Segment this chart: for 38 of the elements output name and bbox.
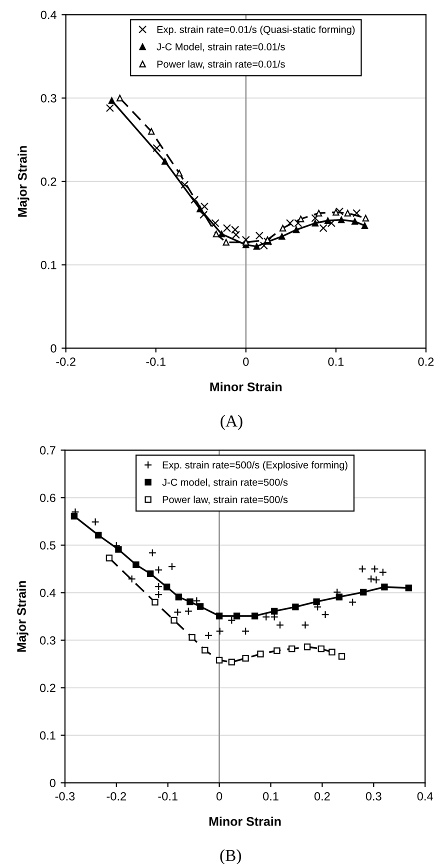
x-tick-label: 0.4 bbox=[417, 792, 433, 800]
y-tick-label: 0 bbox=[50, 344, 56, 353]
y-tick-label: 0.3 bbox=[40, 94, 56, 102]
x-tick-label: -0.1 bbox=[158, 792, 178, 800]
y-tick-label: 0.1 bbox=[40, 731, 56, 740]
y-tick-label: 0.4 bbox=[40, 588, 56, 598]
x-tick-label: 0.1 bbox=[263, 792, 278, 800]
x-tick-label: -0.1 bbox=[146, 358, 166, 366]
y-tick-label: 0.5 bbox=[40, 541, 56, 550]
y-tick-label: 0.3 bbox=[40, 636, 56, 645]
x-tick-label: 0.1 bbox=[328, 358, 344, 366]
y-tick-label: 0 bbox=[50, 778, 56, 788]
x-tick-label: 0.3 bbox=[366, 792, 382, 800]
x-axis-title: Minor Strain bbox=[209, 816, 281, 826]
legend-label: J-C Model, strain rate=0.01/s bbox=[156, 43, 285, 52]
x-tick-label: -0.2 bbox=[106, 792, 126, 800]
x-axis-title: Minor Strain bbox=[210, 382, 282, 392]
x-tick-label: 0.2 bbox=[314, 792, 330, 800]
y-tick-label: 0.1 bbox=[40, 260, 56, 270]
legend-label: Power law, strain rate=0.01/s bbox=[157, 60, 285, 69]
x-tick-label: 0.2 bbox=[418, 358, 434, 366]
text: (A) bbox=[220, 414, 242, 430]
x-tick-label: 0 bbox=[216, 792, 222, 800]
x-tick-label: -0.2 bbox=[56, 358, 76, 366]
y-axis-title: Major Strain bbox=[18, 146, 30, 217]
y-axis-title: Major Strain bbox=[16, 581, 28, 652]
legend-label: Exp. strain rate=0.01/s (Quasi-static forming) bbox=[157, 26, 355, 36]
x-tick-label: 0 bbox=[243, 358, 249, 366]
y-tick-label: 0.2 bbox=[40, 684, 56, 692]
y-tick-label: 0.2 bbox=[40, 177, 56, 186]
x-tick-label: -0.3 bbox=[55, 792, 75, 800]
legend-label: Power law, strain rate=500/s bbox=[162, 496, 288, 504]
text: (B) bbox=[220, 849, 242, 864]
y-tick-label: 0.4 bbox=[40, 10, 56, 20]
legend-label: J-C model, strain rate=500/s bbox=[162, 478, 288, 487]
y-tick-label: 0.7 bbox=[40, 446, 56, 455]
y-tick-label: 0.6 bbox=[40, 494, 56, 502]
legend-label: Exp. strain rate=500/s (Explosive forming) bbox=[162, 461, 348, 470]
